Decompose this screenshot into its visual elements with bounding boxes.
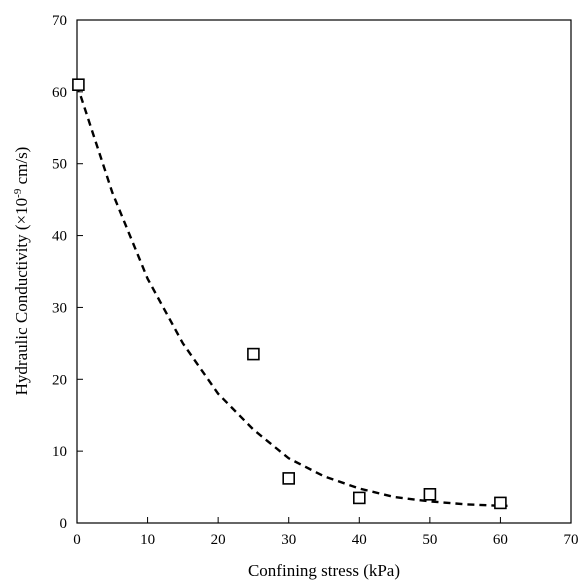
y-tick-label: 20 [52, 372, 67, 388]
x-tick-label: 40 [352, 532, 367, 548]
y-axis-title-main: Hydraulic Conductivity (×10 [12, 198, 31, 396]
y-tick-label: 30 [52, 300, 67, 316]
data-point [494, 496, 507, 510]
x-tick-label: 10 [140, 532, 155, 548]
y-tick-label: 0 [60, 516, 68, 532]
x-tick-label: 60 [493, 532, 508, 548]
x-tick-label: 0 [73, 532, 81, 548]
y-axis-title: Hydraulic Conductivity (×10-9 cm/s) [12, 147, 31, 396]
y-axis-title-sup: -9 [12, 188, 24, 198]
x-tick-label: 30 [281, 532, 296, 548]
y-axis-ticks: 0 10 20 30 40 50 60 70 [52, 13, 83, 532]
y-tick-label: 60 [52, 85, 67, 101]
y-axis-title-suffix: cm/s) [12, 147, 31, 189]
data-point [352, 491, 366, 505]
data-point [247, 347, 260, 361]
y-tick-label: 50 [52, 157, 67, 173]
x-axis-title: Confining stress (kPa) [248, 561, 400, 580]
y-tick-label: 40 [52, 229, 67, 245]
x-tick-label: 70 [564, 532, 579, 548]
data-point [72, 78, 85, 91]
data-markers [72, 78, 507, 510]
x-tick-label: 50 [422, 532, 437, 548]
data-point [423, 487, 437, 501]
x-axis-ticks: 0 10 20 30 40 50 60 70 [73, 517, 579, 548]
x-tick-label: 20 [211, 532, 226, 548]
data-point [282, 472, 296, 485]
y-tick-label: 10 [52, 444, 67, 460]
trendline [75, 84, 508, 507]
y-tick-label: 70 [52, 13, 67, 29]
plot-frame [76, 19, 572, 524]
